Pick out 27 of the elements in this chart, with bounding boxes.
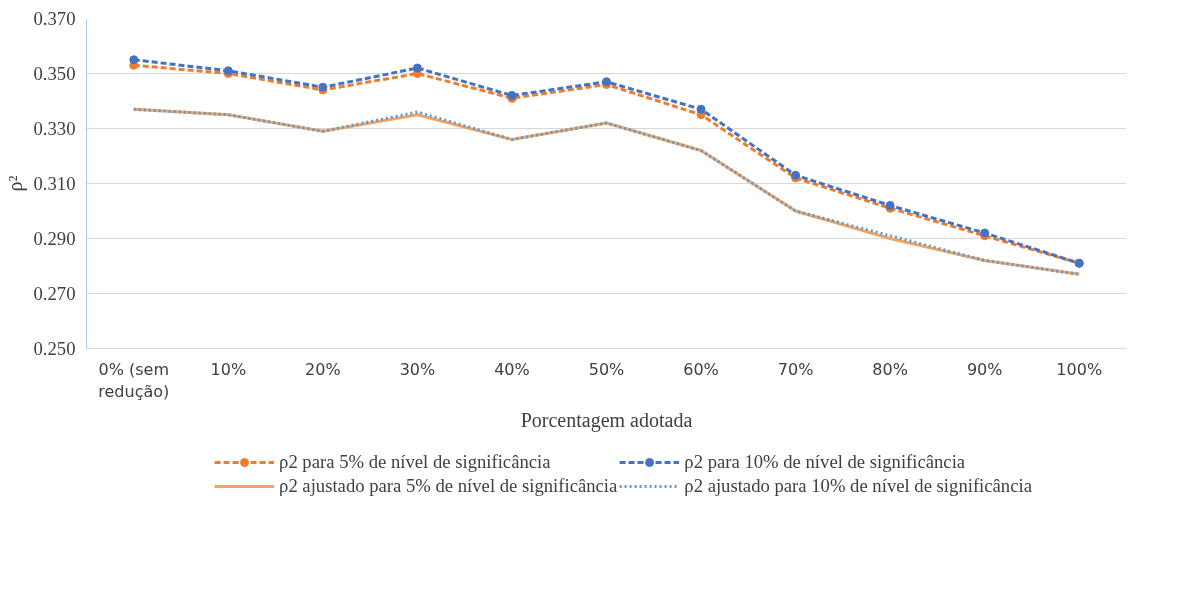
x-tick-label: 50% [588,359,625,379]
point [129,55,139,65]
point [696,104,706,114]
y-tick-label: 0.350 [33,63,76,84]
y-axis-title: ρ² [3,175,27,192]
legend-label: ρ2 para 10% de nível de significância [684,451,967,473]
x-tick-label: 40% [494,359,530,379]
x-tick-label: 30% [399,359,436,379]
x-tick-label: 60% [683,359,719,379]
x-tick-label: 70% [777,359,814,379]
y-tick-label: 0.370 [33,8,76,29]
point [412,63,422,73]
legend-label: ρ2 para 5% de nível de significância [279,451,552,473]
y-tick-label: 0.330 [33,118,76,139]
y-tick-label: 0.310 [33,173,76,194]
x-tick-label: 90% [966,359,1003,379]
x-tick-label: 10% [210,359,247,379]
x-axis-title: Porcentagem adotada [520,409,693,433]
y-tick-label: 0.290 [33,228,76,249]
x-tick-label: 0% (sem redução) [98,359,170,402]
legend-label: ρ2 ajustado para 10% de nível de significância [684,475,1032,497]
y-tick-label: 0.270 [33,283,76,304]
x-tick-label: 20% [305,359,341,379]
legend-label: ρ2 ajustado para 5% de nível de significância [279,475,618,497]
x-tick-label: 80% [872,359,908,379]
y-tick-label: 0.250 [33,338,76,359]
x-tick-label: 100% [1056,359,1103,379]
